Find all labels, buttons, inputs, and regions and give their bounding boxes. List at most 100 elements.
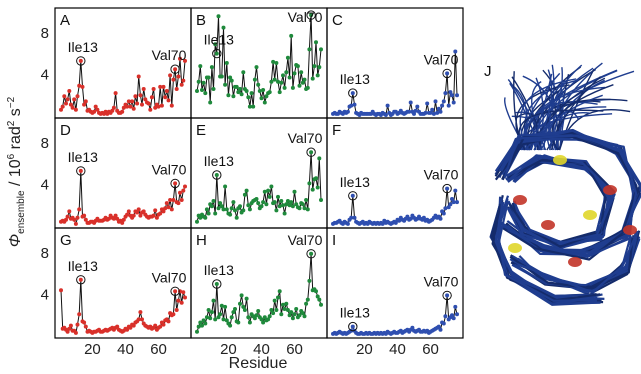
- data-point: [92, 109, 97, 114]
- data-point: [413, 108, 418, 113]
- ensemble-tail-strand: [549, 64, 583, 151]
- data-point: [111, 105, 116, 110]
- data-point: [183, 184, 187, 189]
- data-point: [148, 107, 153, 112]
- data-point: [179, 198, 184, 202]
- data-point: [138, 213, 143, 218]
- data-point: [319, 198, 323, 202]
- data-point: [171, 198, 176, 202]
- data-point: [158, 211, 163, 216]
- data-point: [267, 194, 272, 199]
- data-point: [125, 104, 130, 109]
- data-point: [168, 198, 173, 202]
- ensemble-core-strand: [490, 203, 601, 302]
- data-point: [236, 320, 241, 325]
- data-point: [65, 97, 70, 102]
- data-point: [241, 70, 246, 75]
- data-point: [315, 185, 320, 190]
- data-point: [276, 79, 280, 84]
- data-point: [72, 217, 77, 222]
- data-point: [206, 308, 211, 312]
- y-axis-tail: s: [7, 108, 24, 120]
- data-point: [317, 156, 322, 161]
- data-point: [219, 303, 224, 308]
- data-point: [203, 91, 208, 96]
- data-point: [228, 75, 233, 80]
- data-point: [60, 104, 65, 109]
- data-point: [234, 84, 239, 89]
- data-point: [179, 300, 184, 305]
- data-point: [115, 216, 120, 221]
- ensemble-core-strand: [517, 234, 637, 294]
- panel-c: C Ile13 Val70: [326, 7, 464, 119]
- data-point: [178, 190, 182, 195]
- data-point: [120, 220, 125, 225]
- data-point: [441, 99, 446, 104]
- highlighted-residue-patch: [508, 243, 522, 253]
- data-point: [246, 315, 251, 320]
- data-point: [267, 90, 272, 95]
- data-point: [259, 317, 264, 322]
- data-point: [221, 317, 226, 322]
- data-point: [254, 313, 259, 318]
- data-point: [181, 188, 186, 193]
- data-point: [130, 99, 135, 104]
- data-point: [276, 194, 280, 199]
- data-point: [300, 80, 305, 85]
- data-point: [436, 324, 441, 329]
- data-point: [294, 307, 299, 311]
- data-point: [125, 212, 130, 217]
- data-point: [448, 202, 453, 207]
- data-point: [435, 110, 440, 115]
- data-point: [126, 209, 131, 214]
- x-tick-label: 60: [286, 341, 303, 358]
- data-point: [203, 215, 208, 220]
- data-point: [441, 211, 446, 216]
- data-point: [254, 65, 259, 70]
- series-line: [196, 253, 322, 332]
- data-point: [305, 85, 310, 90]
- data-point: [279, 312, 284, 317]
- data-point: [231, 310, 236, 315]
- data-point: [204, 315, 209, 320]
- data-point: [68, 323, 73, 328]
- data-point: [153, 208, 158, 213]
- data-point: [214, 282, 219, 286]
- data-point: [244, 188, 249, 193]
- y-axis-unit: rad: [7, 126, 24, 154]
- data-point: [166, 205, 171, 210]
- data-point: [161, 322, 166, 327]
- data-point: [223, 82, 228, 87]
- data-point: [83, 324, 88, 329]
- data-point: [138, 310, 143, 315]
- data-point: [285, 199, 290, 203]
- x-axis-title: Residue: [229, 355, 288, 372]
- data-point: [211, 298, 216, 303]
- data-point: [224, 318, 229, 323]
- data-point: [450, 197, 454, 201]
- data-point: [195, 89, 199, 93]
- data-point: [309, 251, 314, 256]
- data-point: [211, 199, 216, 203]
- data-point: [261, 200, 266, 205]
- data-point: [208, 316, 213, 321]
- data-point: [133, 94, 138, 99]
- data-point: [285, 308, 290, 312]
- data-point: [115, 324, 120, 329]
- data-point: [276, 295, 280, 300]
- chart-grid: A Ile13 Val70 4 8 B Ile13 Val70 C Ile13 Val70 D Ile1…: [41, 7, 464, 358]
- panel-letter: C: [332, 12, 343, 29]
- data-point: [446, 103, 451, 108]
- y-tick-label: 8: [41, 245, 49, 262]
- data-point: [247, 320, 252, 325]
- data-point: [299, 70, 304, 75]
- y-axis-symbol: Φ: [7, 234, 24, 247]
- data-point: [443, 206, 448, 211]
- y-tick-label: 4: [41, 66, 49, 83]
- data-point: [319, 47, 323, 52]
- data-point: [305, 207, 310, 212]
- x-tick-label: 60: [150, 341, 167, 358]
- data-point: [238, 301, 242, 306]
- data-point: [281, 73, 285, 78]
- data-point: [78, 58, 83, 63]
